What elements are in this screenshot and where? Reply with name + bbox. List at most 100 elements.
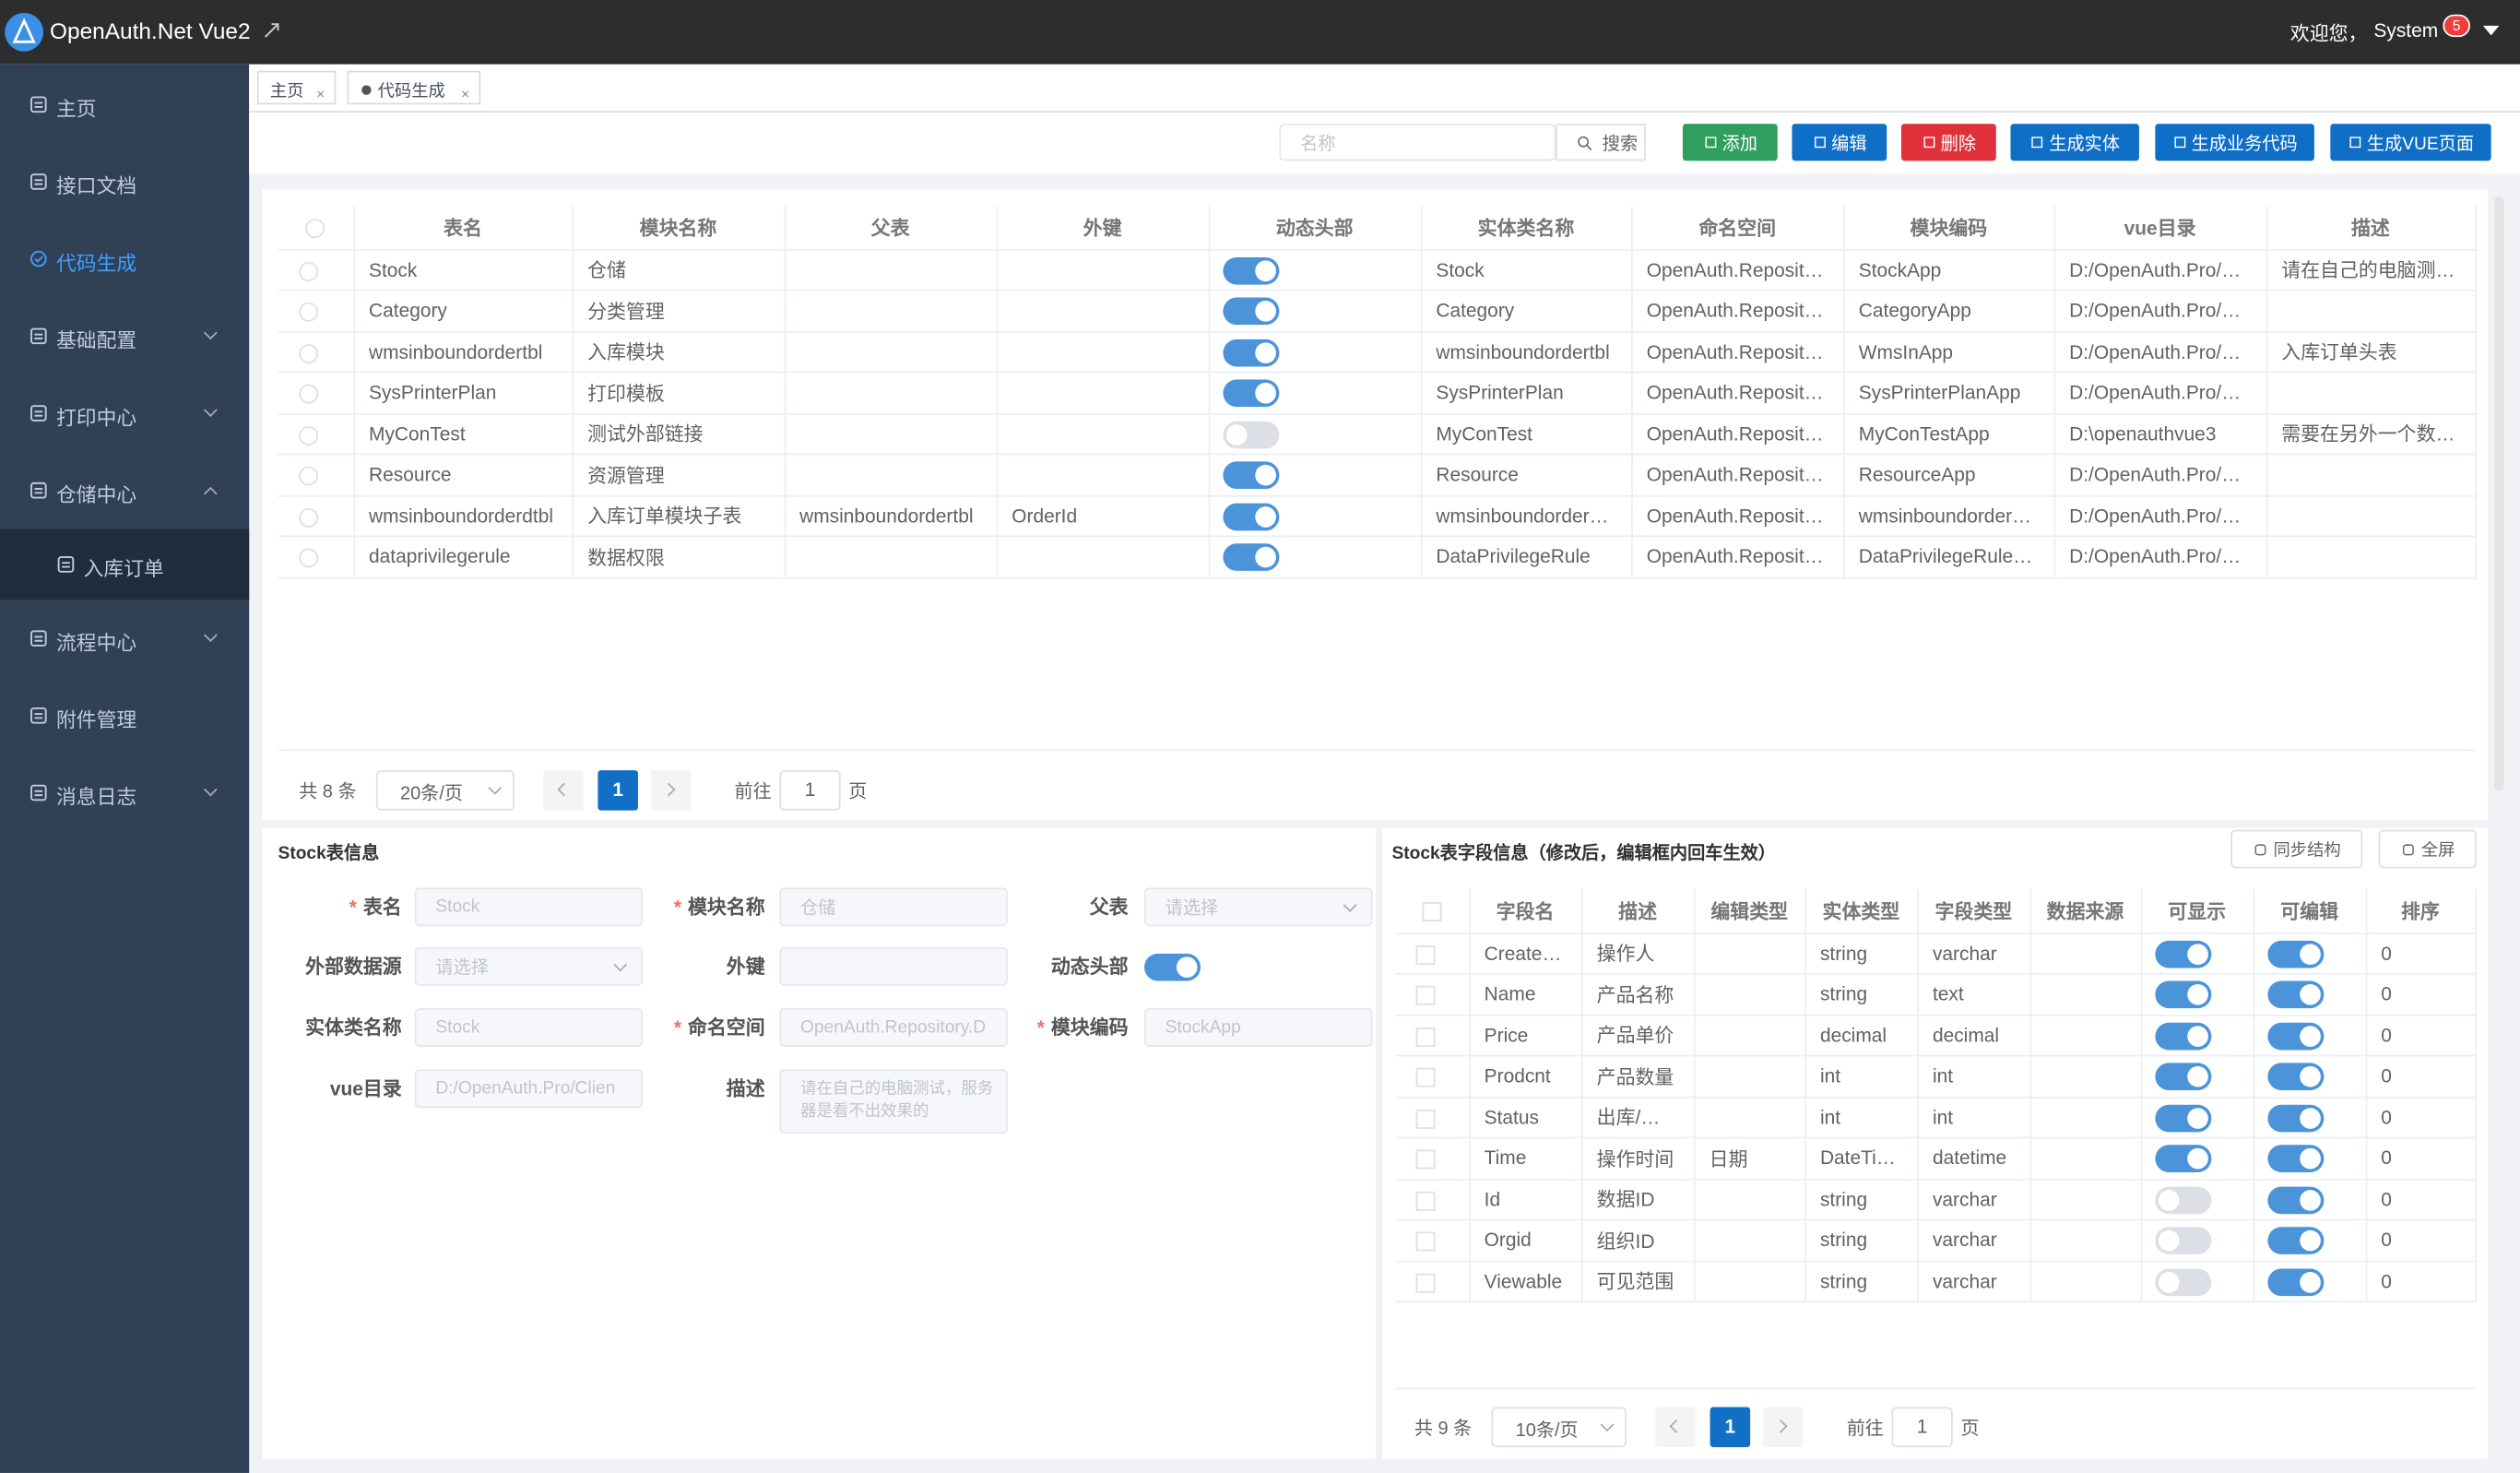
row-select[interactable] — [299, 425, 319, 445]
toggle[interactable] — [2154, 1186, 2211, 1214]
toggle[interactable] — [2154, 1104, 2211, 1132]
tab[interactable]: 代码生成 — [347, 70, 481, 105]
cell — [1394, 1015, 1470, 1057]
cell: Category — [1420, 290, 1633, 332]
form-input[interactable]: D:/OpenAuth.Pro/Clien — [414, 1069, 644, 1109]
row-select[interactable] — [1415, 1067, 1436, 1087]
row-select[interactable] — [1415, 1027, 1436, 1047]
cell: dataprivilegerule — [353, 536, 574, 578]
toggle[interactable] — [1222, 421, 1279, 448]
toggle[interactable] — [2266, 1104, 2324, 1132]
next-page[interactable] — [1763, 1407, 1804, 1448]
row-select[interactable] — [299, 548, 319, 568]
menu-item[interactable]: 流程中心 — [56, 632, 137, 655]
toggle[interactable] — [2154, 980, 2211, 1009]
user-name[interactable]: System — [2373, 18, 2439, 42]
goto-input[interactable]: 1 — [779, 770, 841, 811]
row-select[interactable] — [299, 302, 319, 322]
form-input[interactable]: 仓储 — [779, 887, 1008, 927]
menu-item[interactable]: 仓储中心 — [56, 483, 137, 507]
next-page[interactable] — [650, 770, 692, 811]
cell: wmsinboundordertbl — [353, 331, 574, 374]
page-size[interactable]: 10条/页 — [1491, 1407, 1627, 1448]
menu-item[interactable]: 主页 — [56, 98, 97, 121]
row-select[interactable] — [1415, 1273, 1436, 1292]
menu-item[interactable]: 附件管理 — [56, 708, 137, 732]
toggle[interactable] — [2154, 1063, 2211, 1091]
form-input[interactable]: 请选择 — [1144, 887, 1373, 927]
row-select[interactable] — [299, 343, 319, 363]
menu-item[interactable]: 接口文档 — [56, 175, 137, 198]
search-input[interactable]: 名称 — [1279, 124, 1556, 161]
menu-item[interactable]: 代码生成 — [56, 252, 137, 276]
current-page[interactable]: 1 — [1710, 1407, 1751, 1448]
toolbar-button[interactable]: 生成业务代码 — [2155, 124, 2314, 161]
row-select[interactable] — [1415, 1231, 1436, 1252]
toolbar-button[interactable]: 添加 — [1682, 124, 1778, 161]
row-select[interactable] — [299, 507, 319, 528]
row-select[interactable] — [1415, 1149, 1436, 1170]
toggle[interactable] — [2154, 940, 2211, 968]
form-input[interactable]: OpenAuth.Repository.D — [779, 1008, 1008, 1047]
cell: SysPrinterPlan — [1420, 372, 1633, 414]
toggle[interactable] — [1144, 953, 1201, 981]
form-input[interactable] — [779, 946, 1008, 986]
row-select[interactable] — [299, 384, 319, 404]
prev-page[interactable] — [1655, 1407, 1696, 1448]
toggle[interactable] — [2266, 940, 2324, 968]
prev-page[interactable] — [543, 770, 584, 811]
menu-item[interactable]: 消息日志 — [56, 786, 137, 809]
fields-panel: Stock表字段信息（修改后，编辑框内回车生效） 同步结构 全屏 字段名 描述 编辑类型实… — [1381, 827, 2489, 1459]
toggle[interactable] — [2266, 1145, 2324, 1173]
toggle[interactable] — [2266, 1063, 2324, 1091]
tab[interactable]: 主页 — [256, 70, 337, 105]
toggle[interactable] — [1222, 297, 1279, 326]
row-select[interactable] — [299, 261, 319, 281]
current-page[interactable]: 1 — [597, 770, 638, 811]
toggle[interactable] — [1222, 503, 1279, 530]
cell: 0 — [2365, 1178, 2477, 1221]
panel-button[interactable]: 全屏 — [2378, 829, 2477, 869]
form-input[interactable]: Stock — [414, 1008, 644, 1047]
checkbox[interactable] — [305, 219, 325, 239]
panel-button[interactable]: 同步结构 — [2230, 829, 2363, 869]
cell: OpenAuth.Reposit… — [1631, 372, 1845, 414]
form-input[interactable]: 请在自己的电脑测试，服务器是看不出效果的 — [779, 1069, 1008, 1134]
toggle[interactable] — [2266, 1022, 2324, 1051]
toolbar-button[interactable]: 生成VUE页面 — [2330, 124, 2491, 161]
toggle[interactable] — [2154, 1022, 2211, 1051]
toolbar-button[interactable]: 生成实体 — [2010, 124, 2139, 161]
toggle[interactable] — [2154, 1227, 2211, 1255]
cell — [1694, 1178, 1806, 1221]
toggle[interactable] — [2266, 980, 2324, 1009]
menu-item[interactable]: 打印中心 — [56, 407, 137, 430]
toggle[interactable] — [1222, 256, 1279, 285]
goto-input[interactable]: 1 — [1891, 1407, 1953, 1448]
row-select[interactable] — [1415, 1191, 1436, 1211]
toggle[interactable] — [2266, 1227, 2324, 1255]
menu-item[interactable]: 入库订单 — [83, 557, 164, 581]
search-button[interactable]: 搜索 — [1556, 124, 1646, 161]
toggle[interactable] — [1222, 543, 1279, 572]
form-input[interactable]: 请选择 — [414, 946, 644, 986]
toggle[interactable] — [2266, 1268, 2324, 1296]
cell: string — [1804, 1260, 1919, 1303]
form-input[interactable]: StockApp — [1144, 1008, 1373, 1047]
row-select[interactable] — [299, 466, 319, 486]
checkbox[interactable] — [1422, 902, 1442, 922]
toolbar-button[interactable]: 编辑 — [1792, 124, 1887, 161]
form-input[interactable]: Stock — [414, 887, 644, 927]
page-size[interactable]: 20条/页 — [375, 770, 515, 811]
row-select[interactable] — [1415, 1109, 1436, 1129]
toggle[interactable] — [1222, 379, 1279, 408]
toggle[interactable] — [2154, 1145, 2211, 1173]
toggle[interactable] — [1222, 461, 1279, 490]
toolbar-button[interactable]: 删除 — [1900, 124, 1996, 161]
toggle[interactable] — [2154, 1268, 2211, 1296]
row-select[interactable] — [1415, 985, 1436, 1005]
row-select[interactable] — [1415, 944, 1436, 965]
cell — [784, 454, 998, 496]
menu-item[interactable]: 基础配置 — [56, 329, 137, 352]
toggle[interactable] — [2266, 1186, 2324, 1214]
toggle[interactable] — [1222, 339, 1279, 367]
